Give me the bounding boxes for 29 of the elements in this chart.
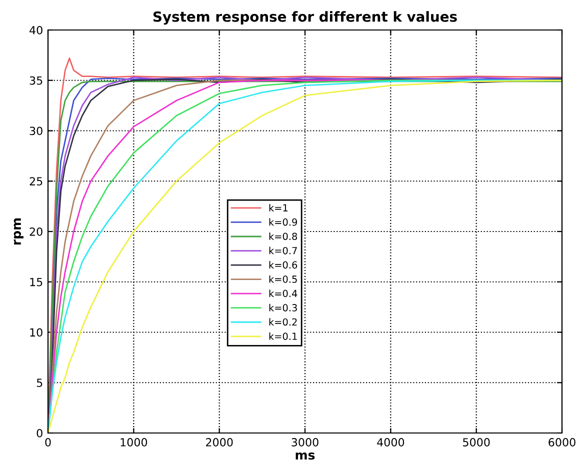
y-axis-title: rpm [14, 218, 24, 245]
x-axis-title: ms [296, 452, 315, 460]
x-tick-label: 1000 [120, 438, 148, 446]
y-tick-label: 10 [30, 328, 42, 337]
x-tick-label: 0 [45, 438, 51, 446]
legend-label: k=0.9 [269, 218, 298, 226]
chart-title: System response for different k values [153, 11, 457, 25]
y-tick-label: 5 [36, 378, 42, 388]
legend-label: k=0.4 [269, 290, 298, 298]
legend-label: k=0.1 [269, 332, 297, 340]
y-tick-label: 25 [30, 177, 42, 186]
legend-label: k=0.3 [269, 304, 297, 312]
legend-label: k=0.7 [269, 246, 297, 254]
x-tick-label: 2000 [206, 438, 233, 446]
legend-label: k=0.5 [269, 275, 297, 283]
y-tick-label: 30 [30, 126, 42, 136]
y-tick-label: 35 [30, 76, 42, 85]
y-tick-label: 0 [36, 428, 42, 438]
x-tick-label: 5000 [463, 438, 490, 446]
x-tick-label: 3000 [292, 438, 318, 446]
y-tick-label: 20 [30, 227, 42, 236]
legend-label: k=1 [269, 204, 288, 212]
y-tick-label: 15 [30, 278, 42, 286]
x-tick-label: 6000 [548, 438, 576, 446]
y-tick-label: 40 [30, 26, 42, 34]
x-tick-label: 4000 [377, 438, 404, 446]
legend-label: k=0.8 [269, 232, 298, 240]
legend-label: k=0.6 [269, 261, 298, 269]
legend-label: k=0.2 [269, 318, 297, 326]
